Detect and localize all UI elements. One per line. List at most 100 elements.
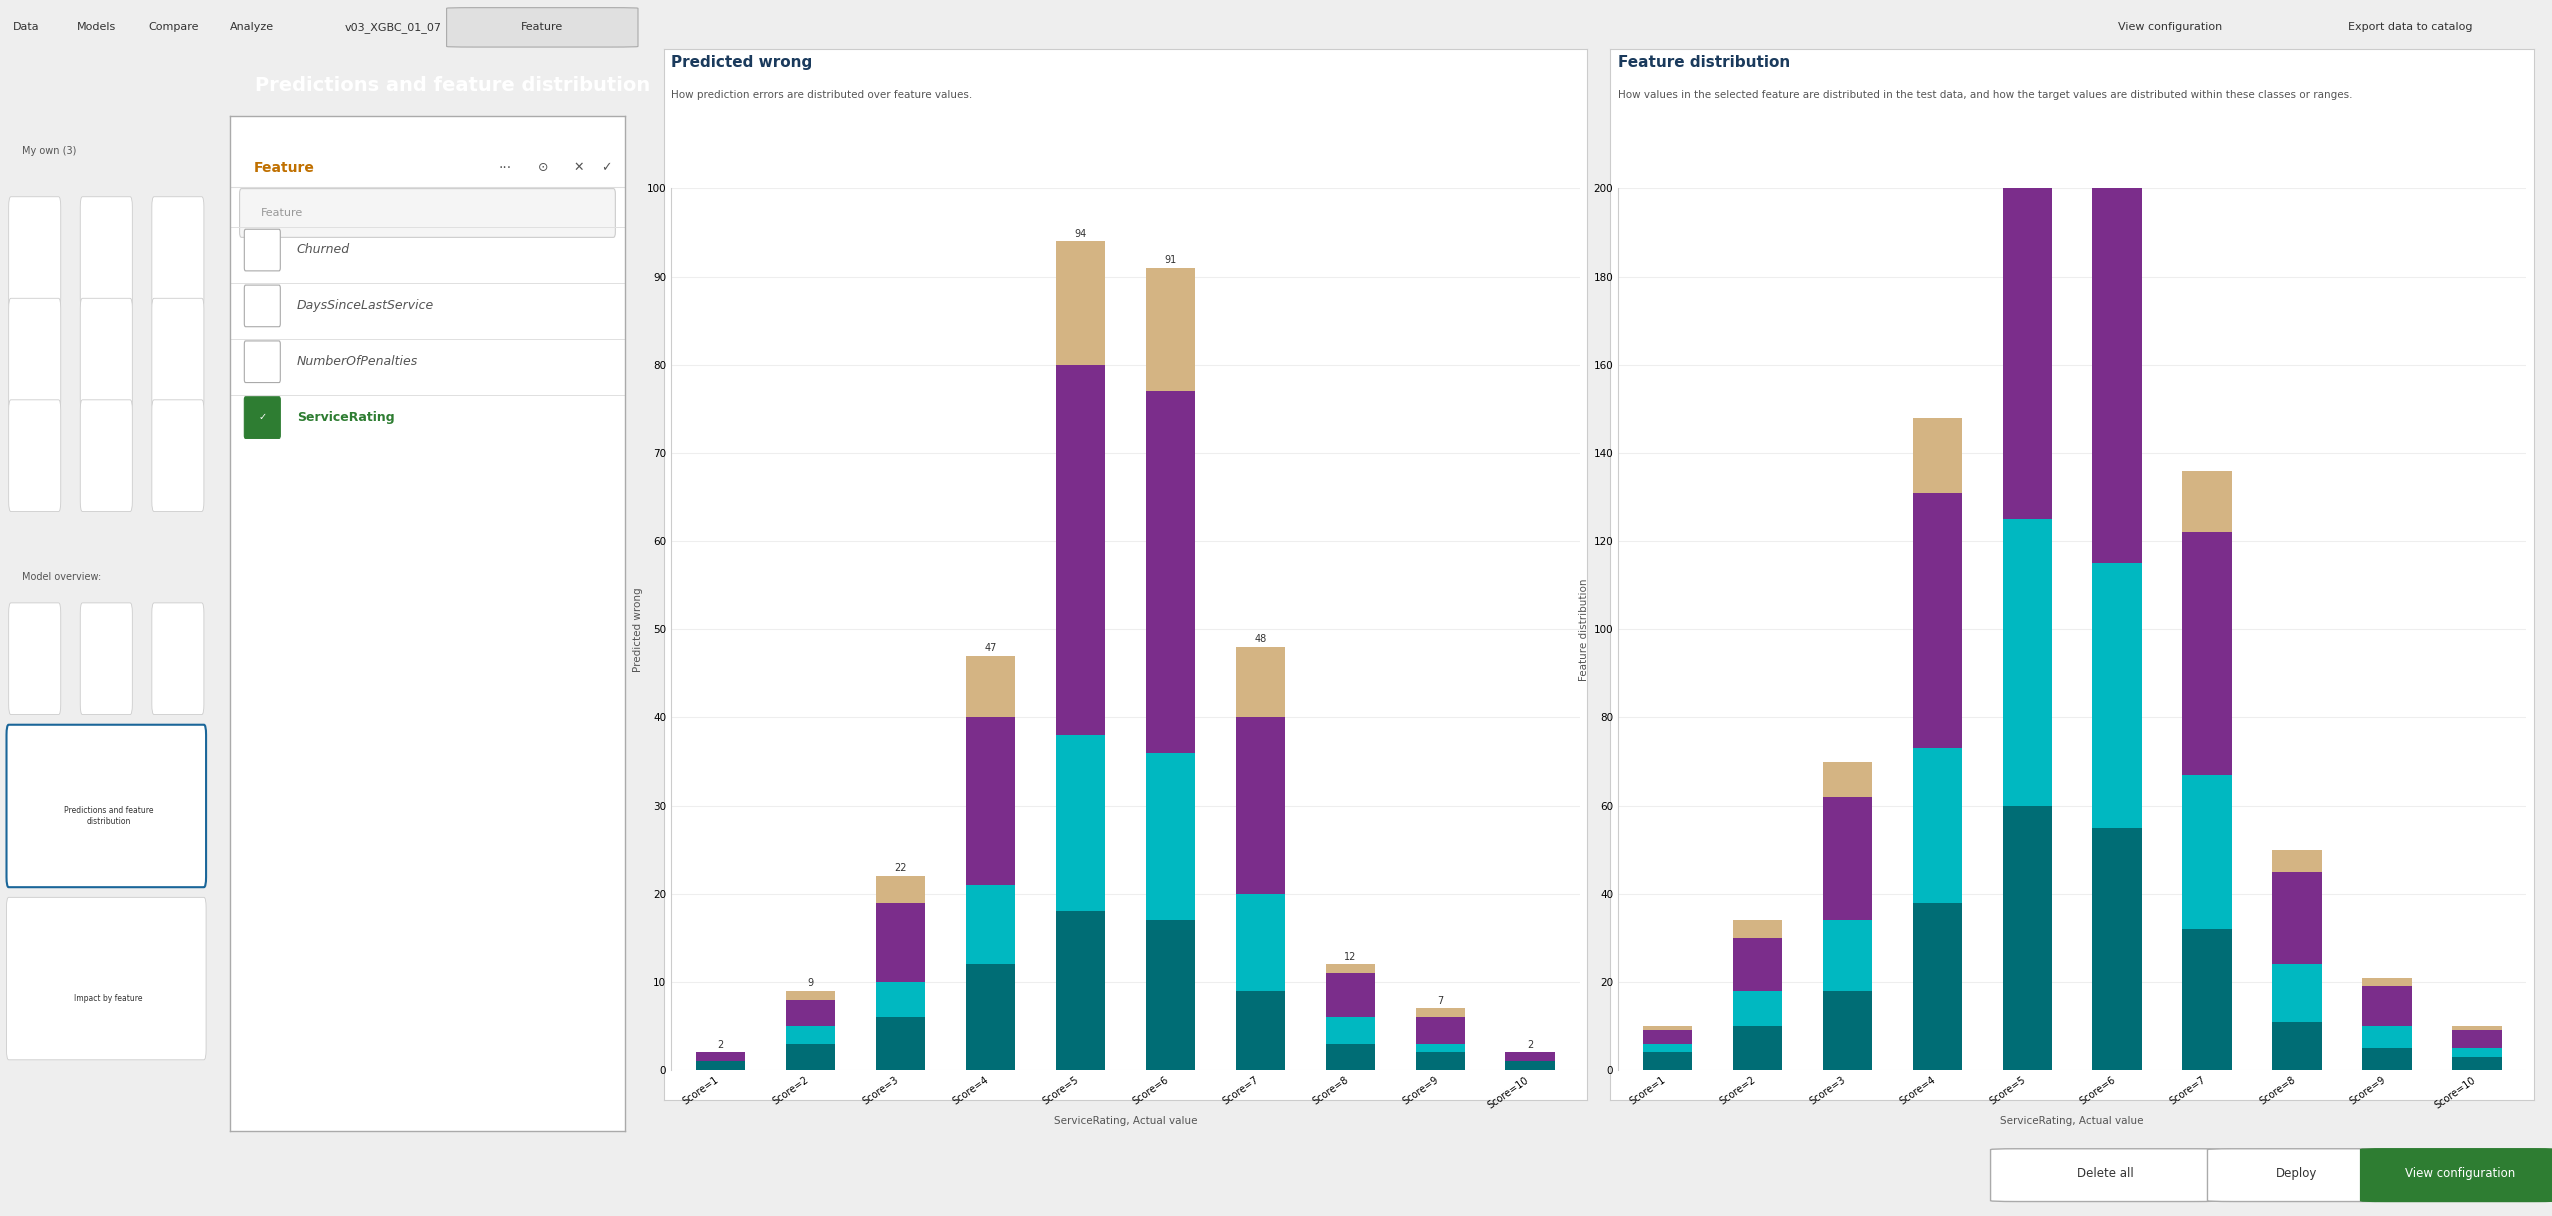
Bar bbox=[2271, 850, 2322, 872]
Bar bbox=[1643, 1043, 1692, 1053]
Bar bbox=[2452, 1048, 2501, 1057]
Text: Model overview:: Model overview: bbox=[20, 573, 102, 582]
Text: Feature: Feature bbox=[521, 22, 564, 33]
Bar bbox=[786, 1026, 835, 1043]
Bar bbox=[1235, 647, 1286, 717]
Text: NumberOfPenalties: NumberOfPenalties bbox=[296, 355, 419, 367]
Text: ServiceRating: ServiceRating bbox=[296, 411, 396, 423]
Text: 2: 2 bbox=[1526, 1040, 1534, 1049]
Y-axis label: Feature distribution: Feature distribution bbox=[1580, 578, 1590, 681]
Text: Deploy: Deploy bbox=[2276, 1167, 2317, 1180]
Bar bbox=[2271, 1021, 2322, 1070]
Bar bbox=[1416, 1017, 1465, 1043]
Bar bbox=[1146, 753, 1194, 921]
Text: 22: 22 bbox=[893, 863, 906, 873]
Bar bbox=[2452, 1026, 2501, 1030]
Bar bbox=[1235, 991, 1286, 1070]
Text: 48: 48 bbox=[1253, 635, 1266, 644]
Bar bbox=[1416, 1008, 1465, 1017]
Bar bbox=[2363, 986, 2412, 1026]
Bar bbox=[875, 902, 926, 983]
Text: 9: 9 bbox=[806, 978, 814, 989]
Bar bbox=[1235, 717, 1286, 894]
Text: Analyze: Analyze bbox=[230, 22, 273, 33]
Text: 47: 47 bbox=[985, 643, 998, 653]
Bar bbox=[965, 717, 1016, 885]
Text: 91: 91 bbox=[1164, 255, 1176, 265]
Text: How prediction errors are distributed over feature values.: How prediction errors are distributed ov… bbox=[671, 90, 972, 100]
FancyBboxPatch shape bbox=[240, 188, 615, 237]
FancyBboxPatch shape bbox=[153, 298, 204, 410]
Bar bbox=[1643, 1026, 1692, 1030]
Text: ✓: ✓ bbox=[258, 412, 265, 422]
X-axis label: ServiceRating, Actual value: ServiceRating, Actual value bbox=[2001, 1116, 2144, 1126]
Bar bbox=[2271, 872, 2322, 964]
Bar bbox=[2271, 964, 2322, 1021]
Bar bbox=[697, 1053, 745, 1062]
Bar bbox=[2182, 471, 2233, 533]
Text: v03_XGBC_01_07: v03_XGBC_01_07 bbox=[345, 22, 441, 33]
FancyBboxPatch shape bbox=[245, 285, 281, 327]
Text: Churned: Churned bbox=[296, 243, 350, 257]
Bar bbox=[2003, 519, 2052, 805]
Y-axis label: Predicted wrong: Predicted wrong bbox=[633, 587, 643, 671]
Bar bbox=[1416, 1043, 1465, 1053]
FancyBboxPatch shape bbox=[245, 230, 281, 271]
Bar bbox=[2182, 775, 2233, 929]
Bar bbox=[1643, 1053, 1692, 1070]
Text: 94: 94 bbox=[1074, 229, 1087, 238]
Bar bbox=[786, 1043, 835, 1070]
Bar bbox=[2452, 1030, 2501, 1048]
Bar bbox=[1057, 365, 1105, 734]
Text: View configuration: View configuration bbox=[2118, 22, 2223, 33]
Bar bbox=[1146, 268, 1194, 392]
Bar bbox=[2093, 563, 2141, 828]
Bar bbox=[1822, 991, 1873, 1070]
Bar bbox=[1324, 973, 1376, 1017]
Text: My own (3): My own (3) bbox=[20, 146, 77, 156]
Text: ✓: ✓ bbox=[602, 162, 612, 174]
Bar bbox=[1057, 912, 1105, 1070]
Bar bbox=[1146, 921, 1194, 1070]
Bar bbox=[2093, 828, 2141, 1070]
Bar bbox=[2182, 929, 2233, 1070]
FancyBboxPatch shape bbox=[447, 7, 638, 47]
Text: Predicted wrong: Predicted wrong bbox=[671, 55, 812, 69]
Text: Compare: Compare bbox=[148, 22, 199, 33]
Bar bbox=[2003, 0, 2052, 519]
Bar bbox=[2363, 1026, 2412, 1048]
Text: Delete all: Delete all bbox=[2077, 1167, 2133, 1180]
Text: 12: 12 bbox=[1345, 952, 1358, 962]
FancyBboxPatch shape bbox=[8, 725, 207, 888]
FancyBboxPatch shape bbox=[8, 897, 207, 1060]
Bar bbox=[875, 983, 926, 1017]
Text: 2: 2 bbox=[717, 1040, 725, 1049]
FancyBboxPatch shape bbox=[1991, 1149, 2220, 1201]
Bar bbox=[1235, 894, 1286, 991]
Bar bbox=[1057, 734, 1105, 912]
Text: Models: Models bbox=[77, 22, 115, 33]
Bar bbox=[875, 1017, 926, 1070]
Text: 7: 7 bbox=[1437, 996, 1444, 1006]
Bar bbox=[697, 1062, 745, 1070]
Text: ···: ··· bbox=[498, 162, 513, 175]
Text: How values in the selected feature are distributed in the test data, and how the: How values in the selected feature are d… bbox=[1618, 90, 2353, 100]
Bar bbox=[1643, 1030, 1692, 1043]
Bar bbox=[1416, 1053, 1465, 1070]
Text: Feature distribution: Feature distribution bbox=[1618, 55, 1789, 69]
Text: DaysSinceLastService: DaysSinceLastService bbox=[296, 299, 434, 311]
FancyBboxPatch shape bbox=[79, 298, 133, 410]
Bar bbox=[1324, 1017, 1376, 1043]
Bar bbox=[786, 991, 835, 1000]
Text: Predictions and feature
distribution: Predictions and feature distribution bbox=[64, 806, 153, 826]
Bar bbox=[2182, 533, 2233, 775]
FancyBboxPatch shape bbox=[8, 298, 61, 410]
Bar bbox=[1733, 938, 1781, 991]
Text: Export data to catalog: Export data to catalog bbox=[2348, 22, 2473, 33]
Bar bbox=[1324, 964, 1376, 973]
Bar bbox=[965, 885, 1016, 964]
FancyBboxPatch shape bbox=[79, 400, 133, 512]
FancyBboxPatch shape bbox=[79, 603, 133, 715]
FancyBboxPatch shape bbox=[153, 400, 204, 512]
Bar bbox=[1911, 417, 1962, 492]
